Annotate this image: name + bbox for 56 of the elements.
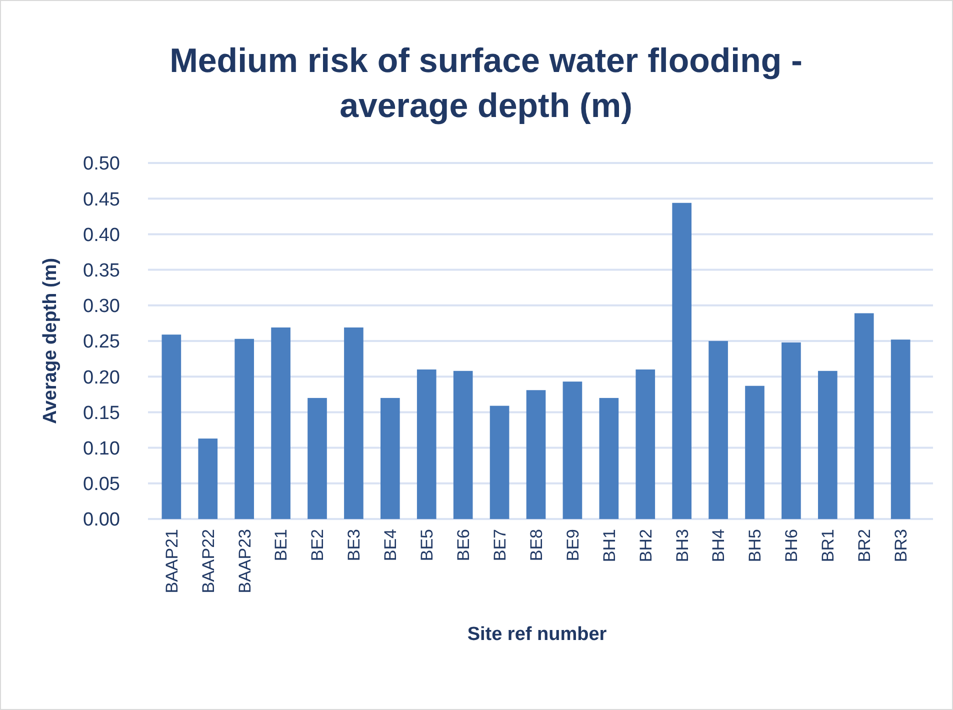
bar (271, 327, 290, 519)
y-axis-title: Average depth (m) (40, 258, 61, 424)
x-axis-title: Site ref number (467, 624, 608, 645)
y-tick-label: 0.20 (83, 367, 120, 388)
bar (490, 406, 510, 519)
x-tick-label: BR3 (892, 529, 911, 562)
bar (416, 369, 436, 519)
x-tick-label: BE9 (563, 529, 582, 562)
bar (308, 398, 327, 519)
bar (453, 370, 473, 519)
x-tick-label: BAAP22 (198, 529, 218, 594)
x-tick-label: BAAP23 (235, 529, 254, 594)
bar (745, 386, 764, 519)
y-tick-label: 0.10 (83, 438, 120, 460)
bar (526, 390, 546, 519)
x-tick-label: BH4 (709, 529, 728, 562)
bar (599, 398, 619, 519)
bar (854, 313, 874, 519)
x-tick-label: BE5 (418, 529, 437, 562)
y-tick-label: 0.15 (83, 402, 120, 424)
x-tick-label: BH3 (672, 529, 692, 562)
x-tick-label: BE3 (344, 529, 364, 562)
bar (562, 382, 582, 519)
x-tick-label: BH2 (636, 529, 656, 562)
y-tick-label: 0.00 (83, 510, 120, 531)
x-tick-label: BH1 (600, 529, 619, 562)
x-tick-label: BR1 (818, 529, 838, 562)
x-tick-label: BAAP21 (162, 529, 182, 594)
x-tick-label: BE6 (454, 529, 474, 562)
x-tick-label: BE1 (272, 529, 291, 562)
bar (344, 327, 364, 519)
y-tick-label: 0.50 (83, 154, 120, 175)
y-tick-label: 0.40 (83, 224, 120, 246)
bar (380, 398, 400, 519)
y-tick-label: 0.25 (83, 332, 120, 353)
bar (162, 334, 182, 519)
bar (708, 341, 728, 519)
bar (198, 438, 218, 519)
y-tick-label: 0.30 (83, 296, 120, 318)
x-tick-label: BE2 (308, 529, 328, 562)
y-tick-label: 0.45 (83, 189, 120, 210)
bar (672, 202, 692, 519)
x-tick-label: BH5 (746, 529, 765, 562)
y-tick-label: 0.05 (83, 474, 120, 496)
chart-title: Medium risk of surface water flooding - average depth (m) (170, 42, 802, 125)
x-tick-label: BE8 (526, 529, 546, 562)
bar (636, 369, 656, 519)
bar (782, 342, 801, 519)
bar (818, 370, 838, 519)
y-tick-label: 0.35 (83, 260, 120, 282)
bar (234, 338, 254, 519)
bar (890, 340, 910, 519)
x-tick-label: BH6 (782, 529, 802, 562)
x-tick-label: BE4 (381, 529, 400, 562)
x-tick-label: BE7 (490, 529, 510, 562)
x-tick-label: BR2 (855, 529, 874, 562)
